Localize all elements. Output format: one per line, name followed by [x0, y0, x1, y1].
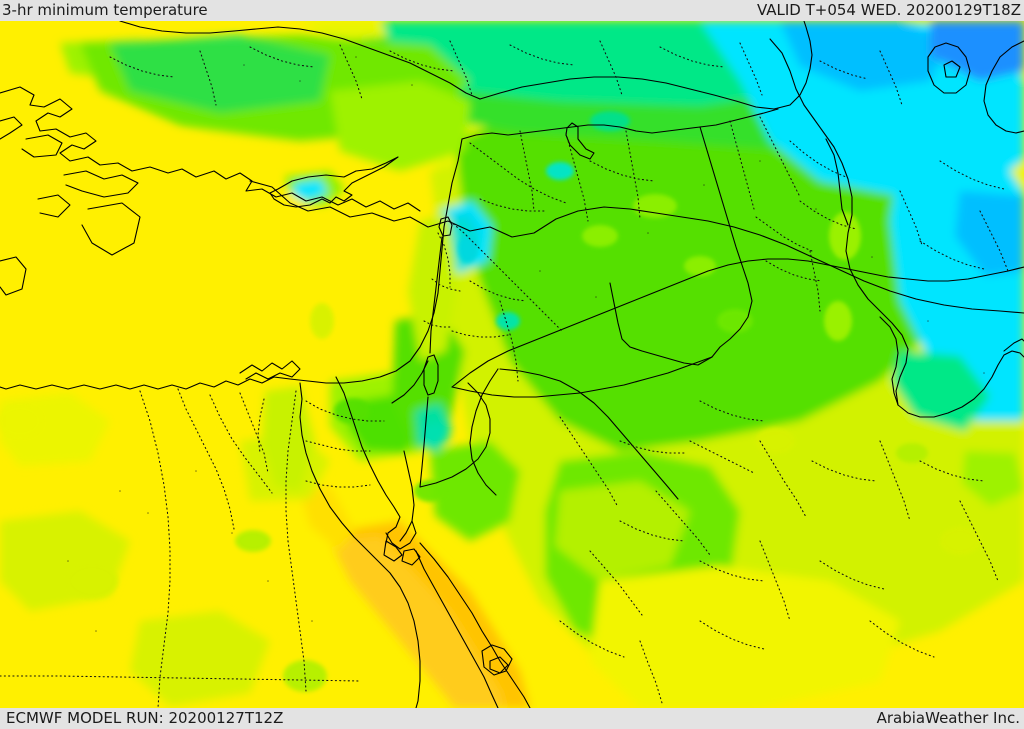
model-run-label: ECMWF MODEL RUN: 20200127T12Z	[6, 709, 284, 727]
grid-speckle	[67, 56, 985, 632]
page-title: 3-hr minimum temperature	[2, 1, 208, 19]
header-bar: 3-hr minimum temperature VALID T+054 WED…	[0, 0, 1024, 21]
footer-bar: ECMWF MODEL RUN: 20200127T12Z ArabiaWeat…	[0, 708, 1024, 729]
admin-borders-layer	[0, 40, 1009, 708]
temperature-field-svg	[0, 21, 1024, 708]
temperature-bands	[0, 21, 1024, 708]
brand-label: ArabiaWeather Inc.	[876, 709, 1020, 727]
temperature-detail-blobs	[0, 111, 980, 692]
valid-time-label: VALID T+054 WED. 20200129T18Z	[756, 1, 1021, 19]
temperature-map[interactable]	[0, 21, 1024, 708]
coastlines-layer	[0, 21, 1024, 708]
